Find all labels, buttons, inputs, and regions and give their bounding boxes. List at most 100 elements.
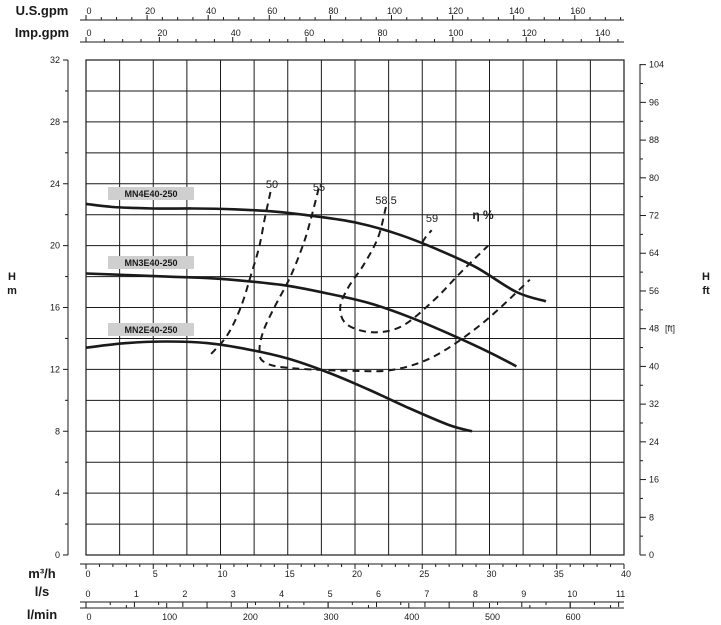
left-axis-tick-label: 24	[50, 179, 60, 189]
head-curves	[85, 202, 547, 433]
flow-axis-tick-label-ls: 2	[182, 589, 187, 599]
efficiency-curve-59	[421, 229, 433, 244]
efficiency-title: η %	[472, 208, 494, 222]
right-axis-tick-label: 96	[649, 97, 659, 107]
left-axis-tick-label: 20	[50, 241, 60, 251]
flow-axis-tick-label-imp-gpm: 60	[304, 28, 314, 38]
left-axis-tick-label: 0	[55, 550, 60, 560]
left-axis-tick-label: 4	[55, 488, 60, 498]
left-axis-label-bottom: m	[7, 285, 17, 297]
flow-axis-tick-label-lmin: 200	[243, 612, 258, 622]
right-axis-tick-label: 32	[649, 399, 659, 409]
efficiency-curve-58-5	[339, 206, 489, 334]
head-curve-mn3e40-250	[85, 272, 517, 368]
flow-axis-tick-label-lmin: 100	[162, 612, 177, 622]
flow-axis-tick-label-ls: 1	[134, 589, 139, 599]
flow-axis-tick-label-us-gpm: 140	[509, 6, 524, 16]
efficiency-label-59: 59	[426, 213, 438, 225]
left-axis-tick-label: 8	[55, 426, 60, 436]
flow-axis-tick-label-ls: 7	[424, 589, 429, 599]
flow-axis-tick-label-us-gpm: 0	[86, 6, 91, 16]
flow-axis-tick-label-m3h: 10	[217, 569, 227, 579]
right-axis-tick-label: 88	[649, 135, 659, 145]
chart-grid	[85, 59, 625, 556]
flow-axis-tick-label-ls: 11	[616, 589, 625, 599]
flow-axis-tick-label-ls: 4	[279, 589, 284, 599]
right-axis-tick-label: 48	[649, 324, 659, 334]
right-axis-tick-label: 80	[649, 173, 659, 183]
flow-axis-tick-label-ls: 3	[231, 589, 236, 599]
right-axis-tick-label: 16	[649, 475, 659, 485]
right-axis-tick-label: 56	[649, 286, 659, 296]
left-axis-tick-label: 32	[50, 55, 60, 65]
flow-axis-tick-label-imp-gpm: 40	[231, 28, 241, 38]
flow-axis-tick-label-ls: 8	[473, 589, 478, 599]
flow-axis-tick-label-lmin: 0	[86, 612, 91, 622]
flow-axis-label-m3h: m³/h	[28, 566, 56, 581]
model-tag-label-mn3e40-250: MN3E40-250	[124, 258, 177, 268]
flow-axis-tick-label-m3h: 35	[554, 569, 564, 579]
right-axis-tick-label: 40	[649, 361, 659, 371]
right-axis-tick-label: 8	[649, 512, 654, 522]
flow-axis-tick-label-us-gpm: 120	[448, 6, 463, 16]
flow-axis-tick-label-us-gpm: 60	[267, 6, 277, 16]
flow-axis-tick-label-imp-gpm: 80	[377, 28, 387, 38]
head-curve-mn4e40-250	[85, 202, 547, 303]
flow-axis-tick-label-us-gpm: 80	[328, 6, 338, 16]
flow-axis-tick-label-us-gpm: 100	[387, 6, 402, 16]
flow-axis-tick-label-imp-gpm: 20	[157, 28, 167, 38]
flow-axis-tick-label-m3h: 40	[621, 569, 631, 579]
flow-axis-label-imp-gpm: Imp.gpm	[15, 25, 69, 40]
chart-labels: MN4E40-250 MN3E40-250 MN2E40-250	[108, 187, 194, 336]
right-axis-tick-label: 64	[649, 248, 659, 258]
right-axis-unit-mark: [ft]	[665, 324, 675, 334]
model-tag-label-mn2e40-250: MN2E40-250	[124, 325, 177, 335]
flow-axis-label-us-gpm: U.S.gpm	[16, 3, 69, 18]
flow-axis-tick-label-m3h: 30	[486, 569, 496, 579]
left-axis-label-top: H	[8, 271, 16, 283]
efficiency-label-58-5: 58.5	[375, 195, 396, 207]
efficiency-curves: 50 55 58.5 59 η %	[210, 179, 531, 373]
model-tag-mn4e40-250	[108, 187, 194, 200]
flow-axis-tick-label-m3h: 15	[285, 569, 295, 579]
flow-axis-tick-label-m3h: 5	[153, 569, 158, 579]
model-tag-label-mn4e40-250: MN4E40-250	[124, 189, 177, 199]
right-axis-tick-label: 24	[649, 437, 659, 447]
model-tag-mn2e40-250	[108, 323, 194, 336]
flow-axis-tick-label-us-gpm: 160	[570, 6, 585, 16]
flow-axis-label-lmin: l/min	[27, 607, 57, 622]
chart-axes: 048121620242832Hm08162432404856647280889…	[7, 3, 710, 622]
flow-axis-tick-label-m3h: 25	[419, 569, 429, 579]
flow-axis-tick-label-ls: 9	[521, 589, 526, 599]
flow-axis-tick-label-lmin: 500	[485, 612, 500, 622]
flow-axis-tick-label-imp-gpm: 0	[86, 28, 91, 38]
efficiency-label-55: 55	[313, 182, 325, 194]
flow-axis-tick-label-lmin: 300	[324, 612, 339, 622]
flow-axis-tick-label-ls: 5	[328, 589, 333, 599]
flow-axis-tick-label-imp-gpm: 100	[448, 28, 463, 38]
flow-axis-tick-label-lmin: 600	[566, 612, 581, 622]
right-axis-label-bottom: ft	[702, 285, 710, 297]
flow-axis-tick-label-imp-gpm: 140	[595, 28, 610, 38]
right-axis-label-top: H	[702, 271, 710, 283]
flow-axis-tick-label-m3h: 0	[85, 569, 90, 579]
right-axis-tick-label: 104	[649, 60, 664, 70]
left-axis-tick-label: 16	[50, 303, 60, 313]
flow-axis-tick-label-ls: 10	[567, 589, 577, 599]
flow-axis-label-ls: l/s	[35, 584, 49, 599]
flow-axis-tick-label-ls: 6	[376, 589, 381, 599]
flow-axis-tick-label-imp-gpm: 120	[522, 28, 537, 38]
head-curve-mn2e40-250	[85, 340, 473, 433]
left-axis-tick-label: 28	[50, 117, 60, 127]
right-axis-tick-label: 0	[649, 550, 654, 560]
flow-axis-tick-label-us-gpm: 20	[145, 6, 155, 16]
flow-axis-tick-label-us-gpm: 40	[206, 6, 216, 16]
right-axis-tick-label: 72	[649, 211, 659, 221]
model-tag-mn3e40-250	[108, 256, 194, 269]
flow-axis-tick-label-m3h: 20	[352, 569, 362, 579]
efficiency-curve-50	[210, 186, 273, 355]
flow-axis-tick-label-lmin: 400	[404, 612, 419, 622]
left-axis-tick-label: 12	[50, 364, 60, 374]
efficiency-label-50: 50	[266, 179, 278, 191]
